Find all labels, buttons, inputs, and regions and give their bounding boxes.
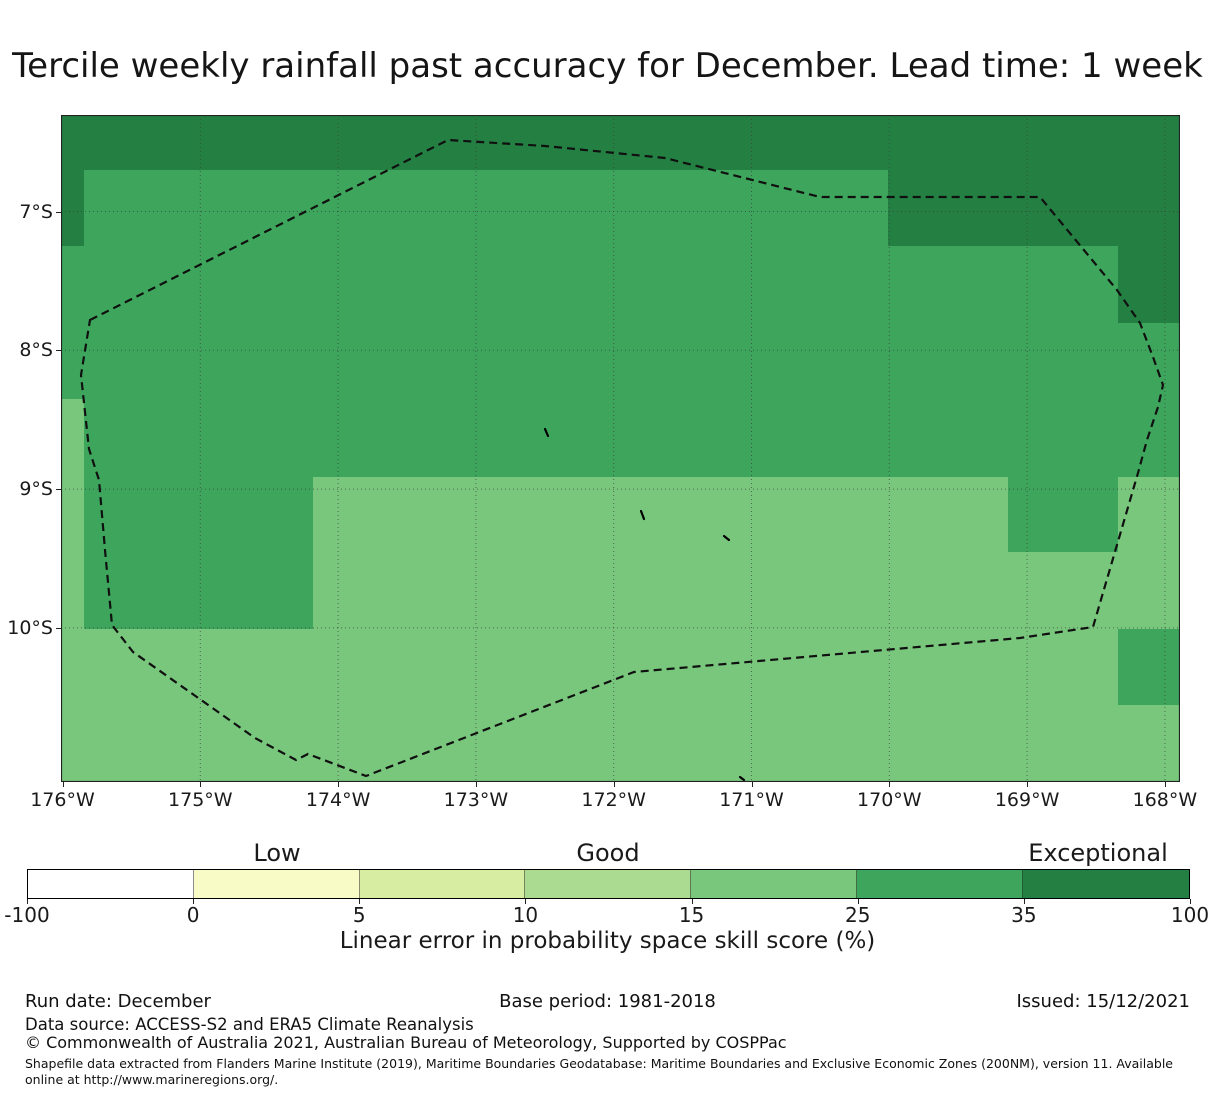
colorbar-tick: [1023, 899, 1025, 904]
colorbar-axis-label: Linear error in probability space skill …: [339, 928, 876, 954]
base-period: Base period: 1981-2018: [499, 991, 716, 1012]
island: [722, 534, 731, 542]
x-axis-tick: [475, 782, 477, 787]
island: [543, 427, 550, 438]
colorbar-category-label: Good: [576, 839, 640, 867]
x-axis-tick-label: 172°W: [581, 789, 646, 811]
colorbar-segment: [1022, 870, 1189, 898]
colorbar-tick-label: 5: [352, 903, 366, 927]
y-axis-tick-label: 7°S: [19, 200, 53, 223]
raster-cell: [888, 115, 1180, 246]
colorbar-tick-label: 10: [512, 903, 539, 927]
colorbar-category-label: Low: [253, 839, 301, 867]
colorbar-tick: [525, 899, 527, 904]
raster-cell: [61, 115, 84, 246]
y-axis-tick: [56, 350, 61, 352]
raster-cell: [313, 477, 1008, 552]
colorbar-segment: [691, 870, 857, 898]
island: [738, 775, 746, 782]
colorbar-tick-label: 15: [678, 903, 705, 927]
colorbar-tick-label: 35: [1011, 903, 1037, 927]
eez-boundary-line: [79, 138, 1165, 778]
colorbar-segment: [359, 870, 526, 898]
x-axis-tick: [889, 782, 891, 787]
map-frame: [61, 115, 1180, 782]
colorbar-tick: [1190, 899, 1191, 904]
run-date: Run date: December: [25, 991, 211, 1012]
raster-cells: [61, 115, 1180, 782]
colorbar-segment: [28, 870, 194, 898]
x-axis-tick: [1164, 782, 1166, 787]
raster-cell: [1118, 477, 1180, 552]
colorbar-tick: [691, 899, 693, 904]
gridlines: [61, 115, 1180, 782]
map-svg: [61, 115, 1180, 782]
raster-cell: [61, 705, 1180, 782]
colorbar-tick: [27, 899, 28, 904]
shapefile-note: Shapefile data extracted from Flanders M…: [25, 1056, 1173, 1087]
x-axis-tick-label: 170°W: [857, 789, 922, 811]
copyright: © Commonwealth of Australia 2021, Austra…: [25, 1033, 787, 1052]
island: [639, 509, 646, 521]
colorbar-tick-label: 100: [1170, 903, 1210, 927]
colorbar-tick: [193, 899, 195, 904]
raster-cell: [1118, 246, 1180, 323]
x-axis-tick-label: 176°W: [30, 789, 95, 811]
colorbar-tick-label: 0: [186, 903, 200, 927]
issued-date: Issued: 15/12/2021: [1016, 991, 1190, 1012]
x-axis-tick: [1027, 782, 1029, 787]
data-source: Data source: ACCESS-S2 and ERA5 Climate …: [25, 1015, 474, 1034]
x-axis-tick: [62, 782, 64, 787]
chart-title: Tercile weekly rainfall past accuracy fo…: [12, 46, 1203, 86]
x-axis-tick-label: 175°W: [168, 789, 233, 811]
colorbar-tick-label: -100: [4, 903, 50, 927]
islands: [543, 427, 746, 782]
x-axis-tick-label: 173°W: [443, 789, 509, 811]
y-axis-tick-label: 10°S: [7, 616, 53, 639]
y-axis-tick-label: 8°S: [19, 339, 53, 362]
colorbar-segment: [856, 870, 1023, 898]
raster-cell: [61, 629, 1118, 705]
colorbar-tick-label: 25: [844, 903, 871, 927]
y-axis-tick: [56, 211, 61, 213]
x-axis-tick: [613, 782, 615, 787]
colorbar-segment: [525, 870, 692, 898]
colorbar-tick: [857, 899, 859, 904]
y-axis-tick: [56, 489, 61, 491]
map-plot: [61, 115, 1180, 782]
x-axis-tick-label: 171°W: [719, 789, 784, 811]
raster-cell: [313, 552, 1180, 629]
x-axis-tick-label: 168°W: [1132, 789, 1198, 811]
x-axis-tick: [200, 782, 202, 787]
y-axis-tick-label: 9°S: [19, 478, 53, 501]
colorbar-tick: [359, 899, 361, 904]
colorbar-category-label: Exceptional: [1028, 839, 1168, 867]
colorbar-segment: [193, 870, 360, 898]
x-axis-tick: [338, 782, 340, 787]
x-axis-tick-label: 174°W: [305, 789, 371, 811]
colorbar: [27, 869, 1190, 899]
x-axis-tick: [751, 782, 753, 787]
x-axis-tick-label: 169°W: [994, 789, 1060, 811]
y-axis-tick: [56, 627, 61, 629]
